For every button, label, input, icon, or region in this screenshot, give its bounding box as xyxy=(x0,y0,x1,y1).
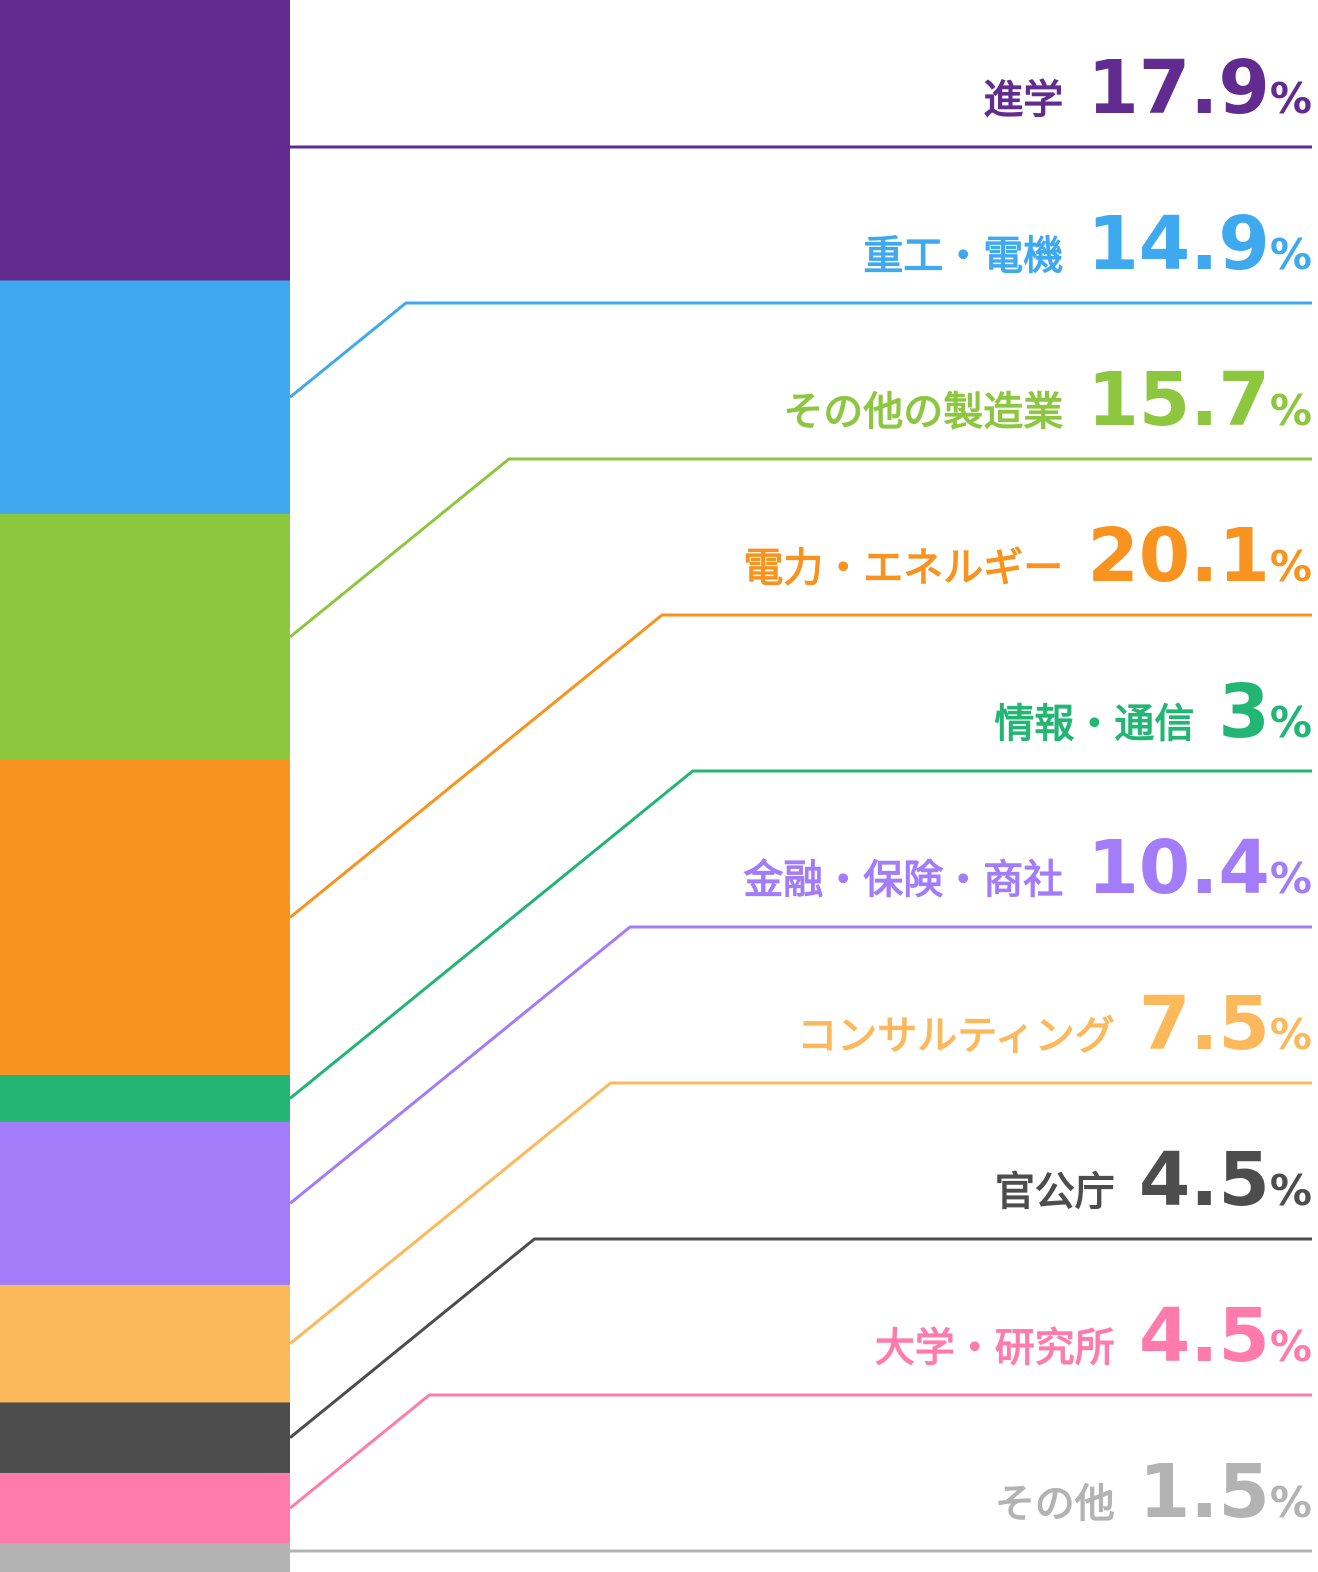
segment-label: その他の製造業 15.7% xyxy=(783,357,1312,443)
category-label: 金融・保険・商社 xyxy=(742,857,1063,903)
unit-label: % xyxy=(1270,230,1312,279)
category-label: 大学・研究所 xyxy=(875,1325,1115,1371)
unit-label: % xyxy=(1270,386,1312,435)
bar-segment xyxy=(0,1121,290,1285)
category-label: その他 xyxy=(995,1481,1115,1527)
segment-label: コンサルティング 7.5% xyxy=(797,981,1312,1067)
bar-segment xyxy=(0,1543,290,1572)
segment-label: 進学 17.9% xyxy=(983,45,1312,131)
bar-segment xyxy=(0,0,290,281)
value-label: 14.9 xyxy=(1087,201,1270,287)
segment-label: 電力・エネルギー 20.1% xyxy=(743,513,1312,599)
bar-segment xyxy=(0,1284,290,1403)
value-label: 1.5 xyxy=(1139,1449,1270,1535)
value-label: 20.1 xyxy=(1087,513,1270,599)
value-label: 3 xyxy=(1218,669,1270,755)
segment-label: 金融・保険・商社 10.4% xyxy=(742,825,1312,911)
unit-label: % xyxy=(1270,74,1312,123)
value-label: 7.5 xyxy=(1139,981,1270,1067)
bar-segment xyxy=(0,513,290,760)
segment-label: 大学・研究所 4.5% xyxy=(875,1293,1312,1379)
leader-line xyxy=(289,1237,1312,1439)
value-label: 17.9 xyxy=(1087,45,1270,131)
unit-label: % xyxy=(1270,698,1312,747)
bar-segment xyxy=(0,280,290,514)
category-label: 電力・エネルギー xyxy=(743,545,1063,591)
unit-label: % xyxy=(1270,1322,1312,1371)
leader-line xyxy=(289,1081,1312,1345)
value-label: 10.4 xyxy=(1087,825,1270,911)
leader-line xyxy=(289,457,1312,639)
bar-segment xyxy=(0,1074,290,1122)
category-label: その他の製造業 xyxy=(783,389,1063,435)
bar-segment xyxy=(0,1402,290,1473)
segment-label: 官公庁 4.5% xyxy=(995,1137,1312,1223)
segment-label: 重工・電機 14.9% xyxy=(863,201,1312,287)
unit-label: % xyxy=(1270,1478,1312,1527)
leader-line xyxy=(289,925,1312,1205)
value-label: 4.5 xyxy=(1139,1137,1270,1223)
unit-label: % xyxy=(1270,542,1312,591)
category-label: 重工・電機 xyxy=(863,233,1063,279)
category-label: コンサルティング xyxy=(797,1013,1115,1059)
segment-label: その他 1.5% xyxy=(995,1449,1312,1535)
leader-line xyxy=(289,301,1312,399)
category-label: 情報・通信 xyxy=(994,701,1194,747)
value-label: 4.5 xyxy=(1139,1293,1270,1379)
leader-line xyxy=(289,769,1312,1100)
leader-line xyxy=(289,1393,1312,1510)
unit-label: % xyxy=(1270,1010,1312,1059)
unit-label: % xyxy=(1270,1166,1312,1215)
leader-line xyxy=(289,613,1312,919)
category-label: 進学 xyxy=(983,77,1063,123)
category-label: 官公庁 xyxy=(995,1169,1115,1215)
unit-label: % xyxy=(1270,854,1312,903)
value-label: 15.7 xyxy=(1087,357,1270,443)
segment-label: 情報・通信 3% xyxy=(994,669,1312,755)
bar-segment xyxy=(0,1472,290,1544)
bar-segment xyxy=(0,759,290,1075)
